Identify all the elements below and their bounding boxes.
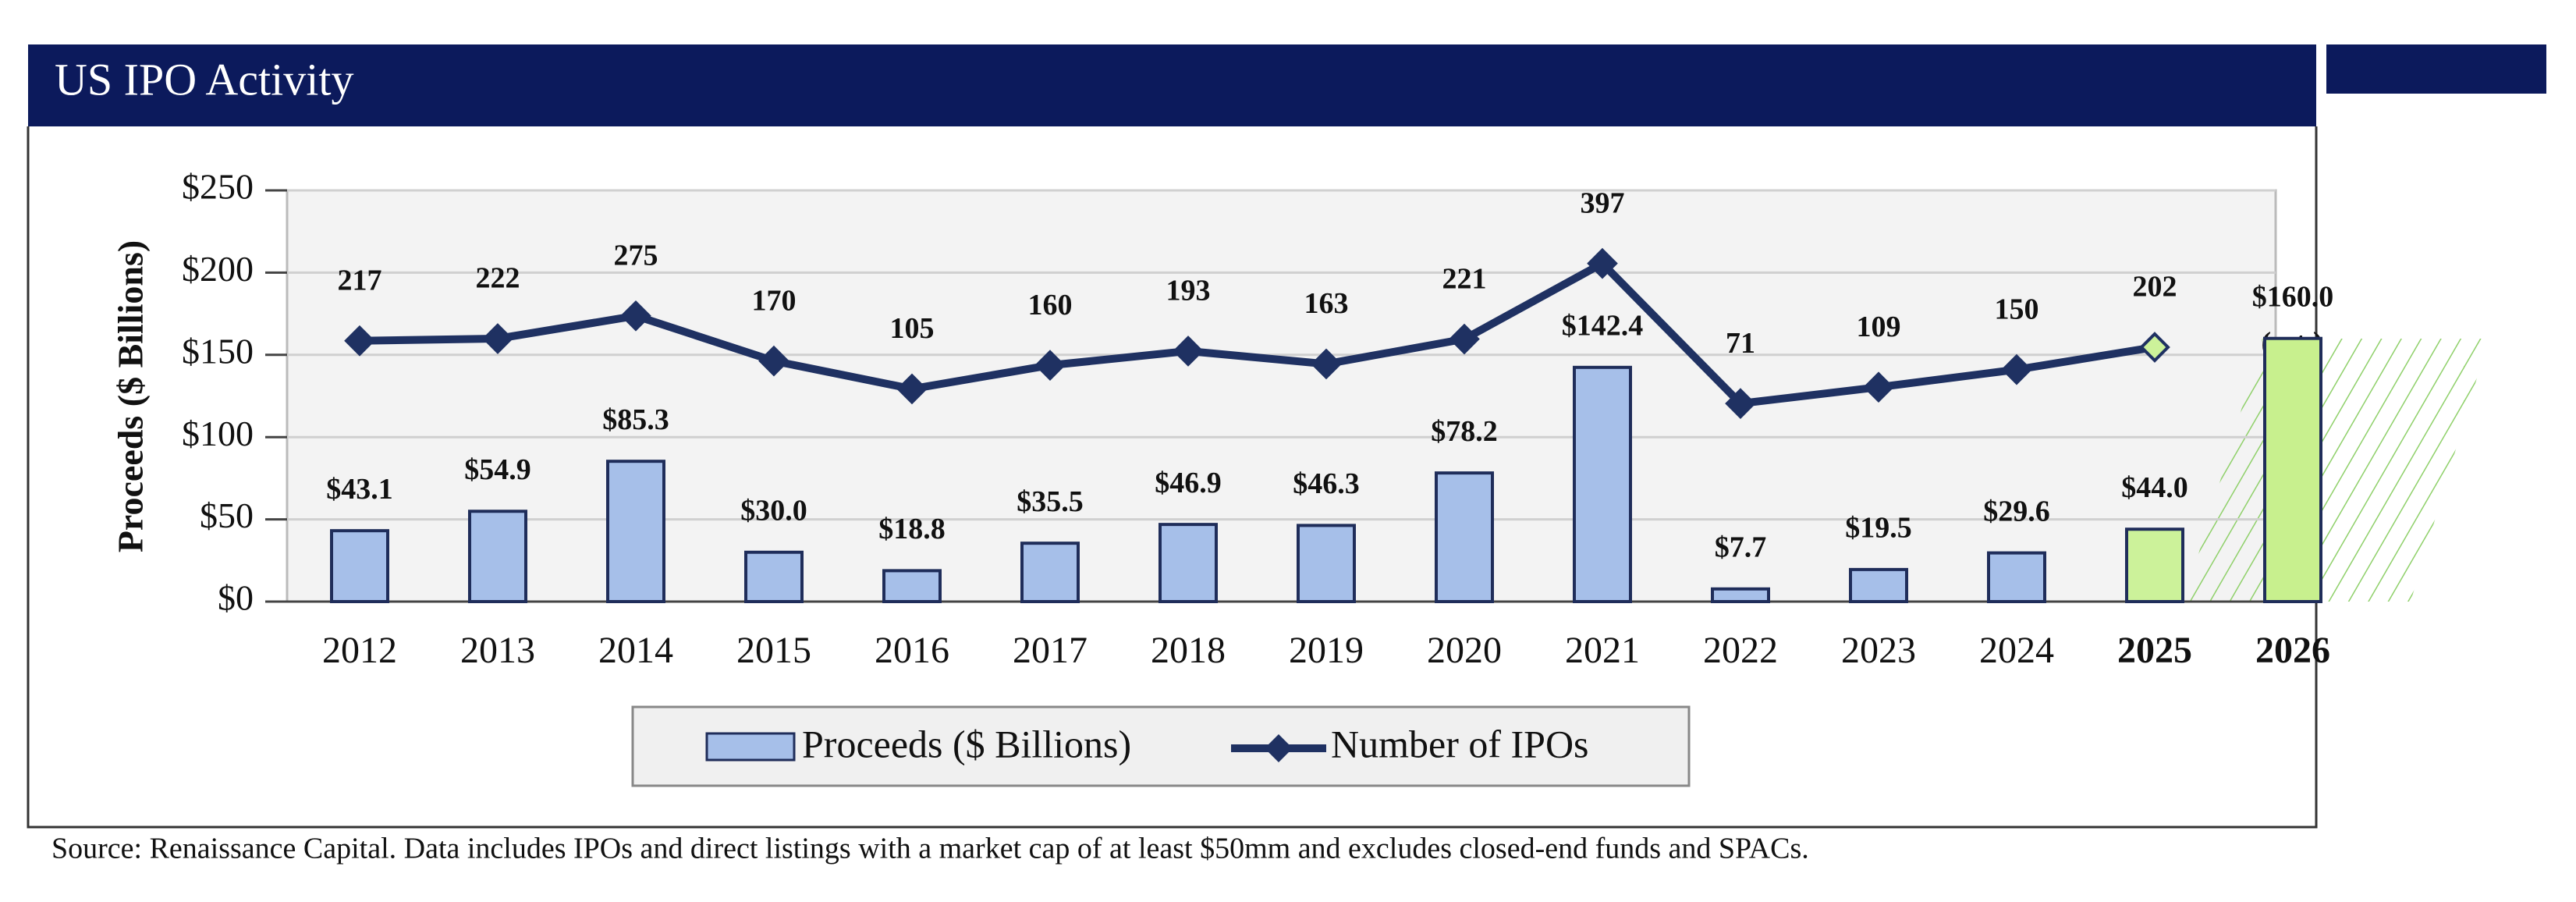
y-tick-label: $150 <box>182 331 254 371</box>
legend-swatch <box>1265 734 1293 762</box>
bar-value-label: $29.6 <box>1983 495 2050 527</box>
line-value-label: 71 <box>1726 327 1755 360</box>
bar <box>1435 471 1494 604</box>
x-tick-label: 2022 <box>1703 630 1778 671</box>
line-marker <box>1449 323 1480 355</box>
bar <box>2125 527 2184 603</box>
bar-value-label: $160.0 <box>2252 280 2334 313</box>
bar-value-label: $18.8 <box>878 513 946 545</box>
legend-label: Proceeds ($ Billions) <box>802 722 1131 765</box>
line-value-label: 170 <box>752 284 797 317</box>
header-block <box>2326 44 2546 94</box>
line-value-label: 275 <box>614 240 658 272</box>
bar-value-label: $19.5 <box>1845 512 1912 545</box>
bar-value-label: $35.5 <box>1017 485 1084 518</box>
line-marker <box>620 300 651 332</box>
x-tick-label: 2024 <box>1979 630 2054 671</box>
bar <box>1987 551 2046 604</box>
line-marker <box>2139 332 2170 363</box>
bar <box>330 529 389 603</box>
bar-value-label: $142.4 <box>1562 310 1644 343</box>
bar <box>744 550 804 604</box>
line-value-label: 202 <box>2133 271 2177 304</box>
bar-value-label: $46.9 <box>1155 467 1222 499</box>
bar <box>1849 567 1908 603</box>
line-marker <box>2001 353 2032 385</box>
line-value-label: 105 <box>890 312 935 345</box>
bar-value-label: $46.3 <box>1293 467 1360 500</box>
line-marker <box>1034 350 1066 381</box>
plot-area <box>286 189 2277 603</box>
x-tick-label: 2017 <box>1013 630 1088 671</box>
x-tick-label: 2021 <box>1565 630 1640 671</box>
bar-value-label: $43.1 <box>326 473 393 506</box>
line-marker <box>482 323 513 354</box>
bar-value-label: $30.0 <box>740 494 807 527</box>
bar <box>1158 523 1218 604</box>
bar <box>1020 542 1080 604</box>
title-bar <box>28 44 2316 126</box>
bar <box>1573 365 1632 603</box>
line-marker <box>758 345 789 377</box>
x-tick-label: 2018 <box>1151 630 1226 671</box>
bar-value-label: $78.2 <box>1431 415 1498 448</box>
legend <box>631 705 1691 787</box>
line-marker <box>1311 348 1342 380</box>
line-value-label: 221 <box>1442 262 1487 295</box>
bar <box>606 460 665 604</box>
line-marker <box>1173 336 1204 367</box>
bar <box>2263 336 2322 603</box>
line-marker <box>1863 371 1894 403</box>
line-value-label: 193 <box>1166 275 1211 307</box>
line-marker <box>1725 388 1756 419</box>
estimate-hatch <box>2184 339 2489 602</box>
line-value-label: 150 <box>1995 293 2039 325</box>
line-value-label: 109 <box>1857 311 1901 343</box>
legend-label: Number of IPOs <box>1331 722 1589 765</box>
bar <box>1297 524 1356 603</box>
chart-title: US IPO Activity <box>55 54 354 105</box>
line-marker <box>896 373 928 405</box>
line <box>359 258 2156 408</box>
line-marker <box>1587 247 1618 279</box>
line-value-label: 160 <box>1028 289 1073 321</box>
y-tick-label: $0 <box>218 578 254 618</box>
x-tick-label: 2012 <box>322 630 397 671</box>
y-tick-label: $100 <box>182 414 254 453</box>
source-note: Source: Renaissance Capital. Data includ… <box>51 833 1809 865</box>
x-tick-label: 2015 <box>736 630 811 671</box>
line-marker <box>344 325 375 357</box>
x-tick-label: 2013 <box>460 630 535 671</box>
x-tick-label: 2025 <box>2117 630 2192 671</box>
bar <box>882 569 942 604</box>
x-tick-label: 2020 <box>1427 630 1502 671</box>
y-tick-label: $200 <box>182 249 254 289</box>
x-tick-label: 2014 <box>598 630 673 671</box>
line-value-label: 163 <box>1304 287 1349 320</box>
line-value-label: 222 <box>476 262 520 295</box>
y-tick-label: $250 <box>182 167 254 207</box>
bar-value-label: $85.3 <box>602 403 669 436</box>
bar <box>1711 587 1770 603</box>
line-value-label: 217 <box>338 264 382 297</box>
x-tick-label: 2023 <box>1841 630 1916 671</box>
y-axis-title: Proceeds ($ Billions) <box>111 240 151 552</box>
x-tick-label: 2026 <box>2255 630 2330 671</box>
bar-value-label: $7.7 <box>1715 531 1767 563</box>
x-tick-label: 2019 <box>1289 630 1364 671</box>
line-value-label: 397 <box>1581 186 1625 219</box>
x-tick-label: 2016 <box>875 630 949 671</box>
bar-value-label: $44.0 <box>2121 471 2188 504</box>
bar-value-label: $54.9 <box>464 453 531 486</box>
bar <box>468 510 527 604</box>
y-tick-label: $50 <box>200 495 254 535</box>
legend-swatch <box>705 732 796 762</box>
